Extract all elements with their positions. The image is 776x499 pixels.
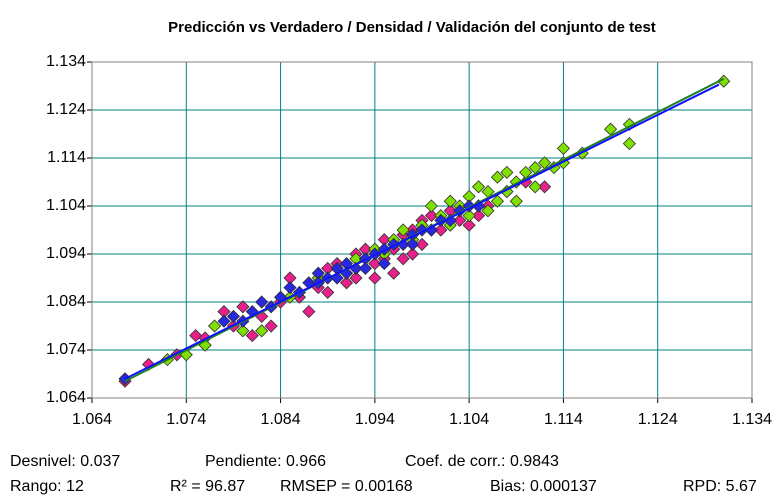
point: [340, 276, 354, 290]
chart-title: Predicción vs Verdadero / Densidad / Val…: [168, 19, 656, 36]
point: [622, 137, 636, 151]
x-tick-label: 1.124: [638, 411, 678, 428]
point: [226, 309, 240, 323]
point: [500, 165, 514, 179]
point: [424, 209, 438, 223]
point: [453, 213, 467, 227]
point: [406, 237, 420, 251]
point: [443, 194, 457, 208]
point: [490, 170, 504, 184]
y-tick-label: 1.064: [46, 389, 86, 406]
stat-label: RPD: 5.67: [683, 478, 757, 495]
point: [236, 324, 250, 338]
y-tick-label: 1.074: [46, 341, 86, 358]
point: [472, 180, 486, 194]
point: [208, 319, 222, 333]
stat-label: Pendiente: 0.966: [205, 453, 326, 470]
point: [189, 329, 203, 343]
point: [236, 300, 250, 314]
fit-line: [124, 83, 720, 380]
point: [396, 252, 410, 266]
point: [424, 199, 438, 213]
point: [217, 314, 231, 328]
point: [349, 271, 363, 285]
y-tick-label: 1.094: [46, 245, 86, 262]
point: [387, 266, 401, 280]
x-tick-label: 1.134: [732, 411, 772, 428]
point: [406, 247, 420, 261]
point: [377, 257, 391, 271]
stat-label: Coef. de corr.: 0.9843: [405, 453, 559, 470]
y-tick-label: 1.134: [46, 53, 86, 70]
point: [528, 180, 542, 194]
y-tick-label: 1.124: [46, 101, 86, 118]
x-tick-label: 1.064: [72, 411, 112, 428]
point: [490, 194, 504, 208]
point: [302, 305, 316, 319]
point: [396, 223, 410, 237]
point: [358, 261, 372, 275]
stat-label: Desnivel: 0.037: [10, 453, 120, 470]
y-tick-label: 1.114: [47, 149, 86, 166]
point: [434, 223, 448, 237]
point: [368, 271, 382, 285]
point: [538, 180, 552, 194]
point: [472, 209, 486, 223]
x-tick-label: 1.094: [355, 411, 395, 428]
point: [717, 74, 731, 88]
point: [509, 194, 523, 208]
point: [462, 209, 476, 223]
point: [245, 329, 259, 343]
point: [481, 204, 495, 218]
stat-label: R² = 96.87: [170, 478, 245, 495]
x-tick-label: 1.114: [544, 411, 583, 428]
y-tick-label: 1.104: [46, 197, 86, 214]
point: [462, 218, 476, 232]
stat-label: Rango: 12: [10, 478, 84, 495]
point: [255, 295, 269, 309]
stat-label: RMSEP = 0.00168: [280, 478, 413, 495]
x-tick-label: 1.104: [449, 411, 489, 428]
point: [415, 237, 429, 251]
point: [368, 257, 382, 271]
plot-frame: [91, 61, 753, 399]
point: [556, 141, 570, 155]
point: [255, 324, 269, 338]
point: [321, 285, 335, 299]
y-tick-label: 1.084: [46, 293, 86, 310]
x-tick-label: 1.074: [166, 411, 206, 428]
point: [283, 281, 297, 295]
point: [264, 319, 278, 333]
x-tick-label: 1.084: [261, 411, 301, 428]
stat-label: Bias: 0.000137: [490, 478, 597, 495]
